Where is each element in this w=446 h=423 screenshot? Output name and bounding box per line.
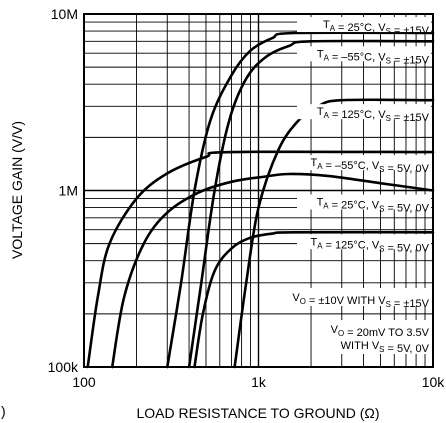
series-label-bg — [297, 155, 431, 171]
x-tick-label: 1k — [251, 374, 267, 390]
series-line-3 — [233, 98, 435, 369]
y-tick-label: 100k — [48, 359, 79, 375]
corner-mark: ) — [1, 403, 6, 419]
series-line-5 — [110, 172, 435, 369]
y-tick-label: 1M — [59, 183, 78, 199]
y-tick-label: 10M — [51, 6, 78, 22]
series-line-6 — [193, 230, 435, 369]
plot-frame — [83, 13, 434, 368]
x-tick-label: 100 — [72, 374, 96, 390]
tick-labels: 100 1k 10k 100k 1M 10M — [48, 6, 446, 390]
series-label-1: TA = 25°C, VS = ±15V — [323, 19, 430, 37]
series-label-bg — [297, 194, 431, 210]
series-label-bg — [297, 234, 431, 250]
annotation-vs5-line2: WITH VS = 5V, 0V — [341, 340, 430, 355]
series-line-4 — [86, 150, 435, 369]
series-line-1 — [166, 31, 435, 369]
series-label-2: TA = –55°C, VS = ±15V — [317, 48, 430, 66]
grid — [84, 14, 433, 367]
series-label-3: TA = 125°C, VS = ±15V — [317, 106, 430, 124]
annotation-bg — [291, 288, 431, 306]
series-label-4: TA = –55°C, VS = 5V, 0V — [310, 157, 429, 175]
series-label-bg — [297, 46, 431, 62]
series-line-2 — [187, 39, 435, 369]
series-label-bg — [297, 17, 431, 33]
annotations: VO = ±10V WITH VS = ±15V VO = 20mV TO 3.5… — [291, 288, 431, 355]
annotation-bg — [321, 320, 431, 354]
series-label-6: TA = 125°C, VS = 5V, 0V — [310, 236, 429, 254]
annotation-vs5-line1: VO = 20mV TO 3.5V — [331, 324, 430, 339]
series-label-bg — [297, 104, 431, 120]
x-tick-label: 10k — [422, 374, 446, 390]
series-curves — [86, 31, 435, 369]
x-axis-label: LOAD RESISTANCE TO GROUND (Ω) — [136, 405, 379, 421]
series-labels: TA = 25°C, VS = ±15V TA = –55°C, VS = ±15… — [297, 17, 431, 254]
series-label-5: TA = 25°C, VS = 5V, 0V — [317, 197, 430, 215]
y-axis-label: VOLTAGE GAIN (V/V) — [9, 121, 25, 259]
annotation-vs15: VO = ±10V WITH VS = ±15V — [292, 292, 429, 310]
